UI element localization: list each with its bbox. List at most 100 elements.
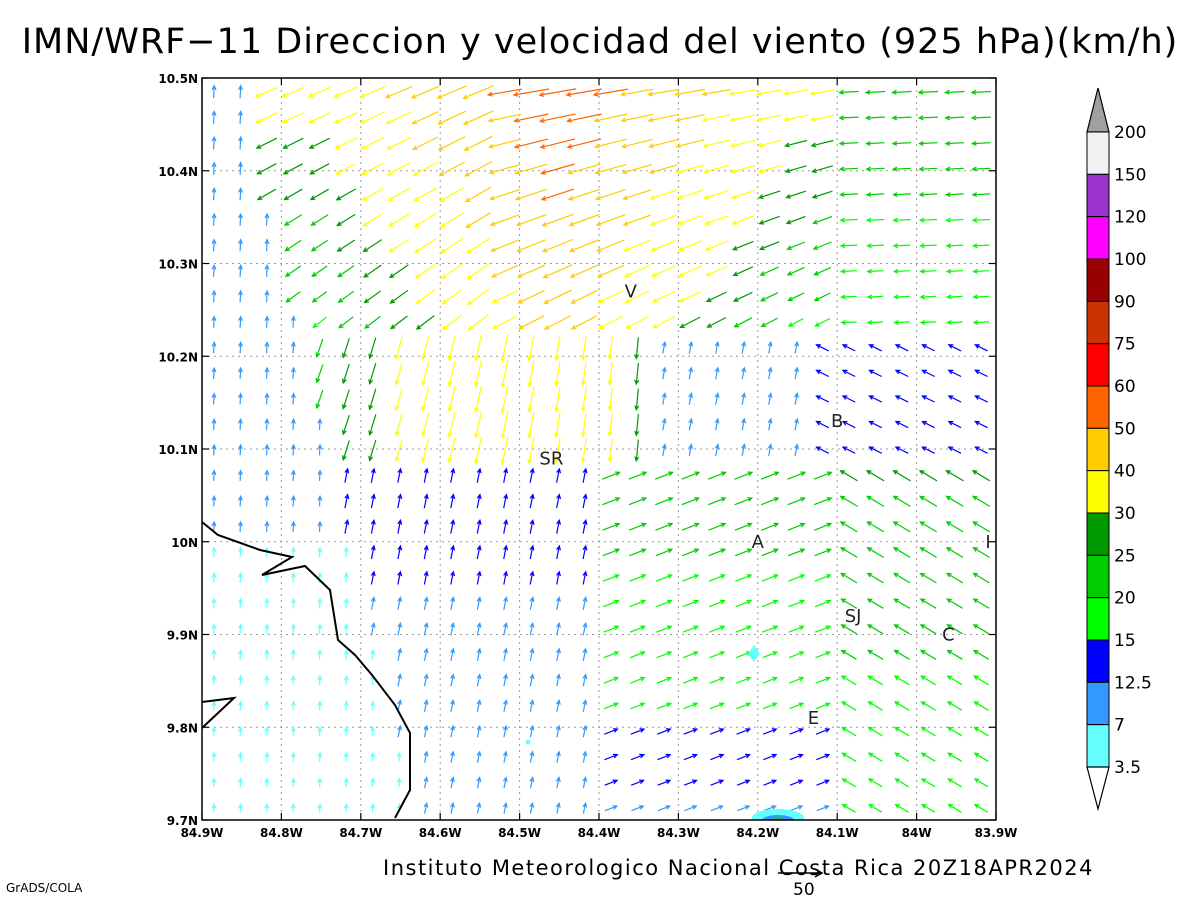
wind-vector: [709, 728, 725, 735]
wind-vector: [841, 420, 856, 429]
wind-vector: [476, 699, 482, 712]
wind-vector: [682, 574, 700, 582]
wind-vector: [841, 803, 856, 813]
wind-vector: [809, 114, 835, 122]
colorbar-label: 15: [1114, 631, 1136, 651]
wind-vector: [335, 162, 357, 175]
wind-vector: [582, 776, 588, 789]
wind-vector: [634, 362, 640, 386]
wind-vector: [582, 750, 588, 763]
wind-vector: [370, 725, 376, 737]
y-tick-label: 10.1N: [158, 443, 198, 457]
wind-vector: [211, 546, 217, 558]
wind-vector: [974, 446, 988, 454]
wind-vector: [450, 544, 456, 560]
wind-vector: [661, 340, 667, 354]
wind-vector: [397, 493, 403, 509]
wind-vector: [516, 264, 546, 278]
wind-vector: [423, 776, 429, 789]
wind-vector: [629, 651, 646, 659]
wind-vector: [466, 288, 490, 306]
wind-vector: [656, 728, 672, 735]
wind-vector: [867, 649, 884, 660]
wind-vector: [421, 387, 430, 412]
wind-vector: [603, 651, 620, 659]
wind-vector: [894, 752, 910, 762]
wind-vector: [555, 699, 561, 712]
wind-vector: [554, 437, 561, 464]
wind-vector: [394, 336, 403, 361]
wind-vector: [630, 676, 646, 684]
wind-vector: [317, 700, 323, 711]
wind-vector: [343, 648, 349, 660]
wind-vector: [601, 471, 621, 480]
wind-vector: [450, 621, 456, 636]
wind-vector: [254, 86, 279, 98]
wind-vector: [556, 621, 561, 636]
wind-vector: [741, 443, 747, 457]
wind-vector: [813, 266, 832, 276]
wind-vector: [555, 750, 561, 763]
wind-vector: [264, 777, 270, 788]
wind-vector: [972, 598, 990, 609]
wind-vector: [568, 239, 599, 253]
wind-vector: [309, 188, 330, 201]
wind-vector: [655, 599, 673, 608]
wind-vector: [450, 647, 455, 662]
wind-vector: [211, 674, 217, 686]
wind-vector: [582, 621, 588, 636]
wind-vector: [503, 621, 508, 636]
wind-vector: [582, 647, 588, 662]
wind-vector: [841, 369, 856, 378]
wind-vector: [947, 778, 962, 788]
wind-vector: [947, 420, 962, 429]
wind-vector: [812, 215, 833, 225]
wind-vector: [596, 239, 625, 252]
wind-vector: [513, 113, 549, 123]
wind-vector: [767, 443, 773, 457]
wind-vector: [290, 725, 296, 737]
wind-vector: [476, 467, 482, 483]
wind-vector: [630, 728, 646, 735]
wind-vector: [594, 163, 627, 175]
wind-vector: [733, 317, 753, 328]
wind-vector: [290, 392, 296, 405]
wind-vector: [503, 493, 509, 509]
wind-vector: [514, 188, 547, 201]
wind-vector: [540, 188, 575, 201]
wind-vector: [370, 621, 376, 636]
wind-vector: [841, 752, 857, 762]
wind-vector: [893, 319, 910, 325]
wind-vector: [688, 366, 694, 380]
colorbar-label: 3.5: [1114, 758, 1141, 778]
wind-vector: [567, 188, 600, 201]
wind-vector: [570, 289, 598, 304]
wind-vector: [317, 648, 323, 660]
wind-vector: [255, 112, 278, 124]
plot-frame: [201, 77, 997, 821]
wind-vector: [341, 338, 350, 359]
wind-vector: [370, 544, 376, 560]
wind-vector: [794, 340, 799, 354]
wind-vector: [476, 570, 482, 585]
wind-vector: [815, 676, 832, 684]
wind-vector: [734, 497, 754, 506]
wind-vector: [866, 521, 885, 533]
wind-vector: [370, 777, 376, 788]
wind-vector: [970, 140, 991, 146]
wind-vector: [211, 725, 217, 737]
wind-vector: [515, 239, 546, 253]
wind-vector: [767, 340, 773, 354]
wind-vector: [541, 238, 574, 253]
wind-vector: [838, 115, 859, 121]
wind-vector: [865, 217, 885, 223]
wind-vector: [317, 417, 323, 430]
wind-vector: [264, 648, 270, 660]
wind-vector: [463, 135, 493, 151]
wind-vector: [920, 726, 936, 737]
wind-vector: [450, 467, 456, 483]
wind-vector: [682, 599, 700, 608]
wind-vector: [688, 417, 694, 431]
wind-vector: [343, 571, 349, 583]
wind-vector: [731, 215, 755, 225]
